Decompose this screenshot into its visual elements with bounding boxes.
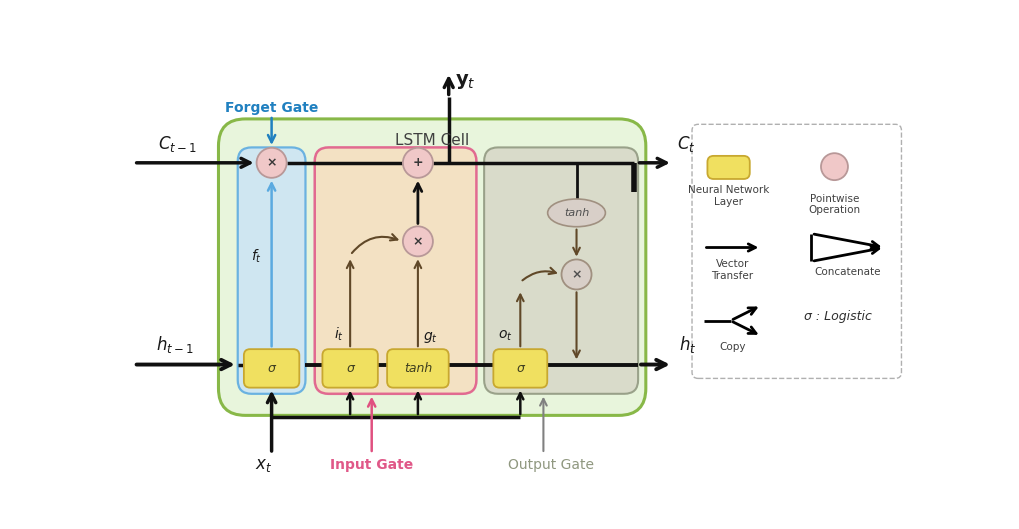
FancyArrowPatch shape [523, 268, 556, 280]
Text: Forget Gate: Forget Gate [225, 101, 318, 115]
FancyBboxPatch shape [484, 148, 638, 394]
Text: $i_t$: $i_t$ [334, 325, 344, 343]
Text: tanh: tanh [404, 362, 432, 375]
Text: Input Gate: Input Gate [330, 459, 414, 472]
Text: $o_t$: $o_t$ [498, 329, 513, 343]
FancyBboxPatch shape [692, 124, 902, 378]
Text: Copy: Copy [719, 342, 746, 352]
Ellipse shape [547, 199, 605, 227]
Text: +: + [413, 156, 423, 169]
Text: $C_{t-1}$: $C_{t-1}$ [158, 133, 197, 153]
FancyBboxPatch shape [315, 148, 477, 394]
Text: tanh: tanh [564, 208, 589, 218]
Text: $h_t$: $h_t$ [679, 334, 696, 355]
FancyBboxPatch shape [322, 349, 378, 388]
Text: $x_t$: $x_t$ [256, 456, 272, 474]
Circle shape [561, 259, 592, 289]
Text: $C_t$: $C_t$ [677, 133, 695, 153]
Circle shape [403, 226, 433, 257]
Text: σ: σ [517, 362, 524, 375]
Text: ×: × [413, 235, 423, 248]
FancyBboxPatch shape [244, 349, 300, 388]
Text: ×: × [572, 268, 582, 281]
FancyBboxPatch shape [493, 349, 547, 388]
FancyArrowPatch shape [352, 234, 397, 253]
Text: Pointwise
Operation: Pointwise Operation [808, 194, 860, 215]
Text: LSTM Cell: LSTM Cell [395, 133, 470, 148]
Text: Output Gate: Output Gate [508, 459, 594, 472]
Text: $g_t$: $g_t$ [423, 330, 437, 344]
Circle shape [821, 153, 848, 180]
Circle shape [403, 148, 433, 178]
Text: Concatenate: Concatenate [815, 267, 881, 277]
FancyBboxPatch shape [237, 148, 306, 394]
Text: σ: σ [346, 362, 354, 375]
FancyBboxPatch shape [387, 349, 448, 388]
Text: $f_t$: $f_t$ [252, 247, 262, 264]
Text: Neural Network
Layer: Neural Network Layer [688, 185, 769, 207]
Circle shape [257, 148, 286, 178]
Text: $h_{t-1}$: $h_{t-1}$ [156, 334, 194, 355]
FancyBboxPatch shape [218, 119, 646, 415]
Text: σ : Logistic: σ : Logistic [804, 311, 872, 323]
FancyBboxPatch shape [707, 156, 750, 179]
Text: $\mathbf{y}_t$: $\mathbf{y}_t$ [454, 72, 476, 91]
Text: Vector
Transfer: Vector Transfer [711, 259, 753, 281]
Text: ×: × [266, 156, 277, 169]
Text: σ: σ [268, 362, 275, 375]
